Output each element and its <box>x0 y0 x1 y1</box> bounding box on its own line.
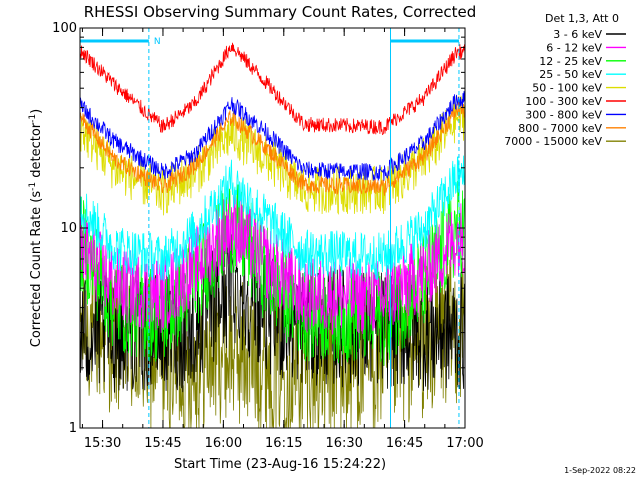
footer-date: 1-Sep-2022 08:22 <box>564 466 636 475</box>
y-axis-label-mid: detector <box>29 122 44 182</box>
legend-label-12-25-kev: 12 - 25 keV <box>539 55 602 68</box>
series-trace-6-12-kev <box>79 192 466 336</box>
x-tick-label: 15:45 <box>144 436 181 451</box>
series-trace-800-7000-kev <box>79 100 466 196</box>
x-tick-label: 17:00 <box>446 436 483 451</box>
y-axis-label: Corrected Count Rate (s-1 detector-1) <box>28 109 44 347</box>
x-tick-label: 16:30 <box>325 436 362 451</box>
legend-header: Det 1,3, Att 0 <box>545 12 619 25</box>
legend-label-100-300-kev: 100 - 300 keV <box>525 95 602 108</box>
chart-title: RHESSI Observing Summary Count Rates, Co… <box>84 3 477 21</box>
legend-label-3-6-kev: 3 - 6 keV <box>553 28 602 41</box>
x-tick-label: 16:45 <box>386 436 423 451</box>
legend-label-800-7000-kev: 800 - 7000 keV <box>518 122 602 135</box>
series-traces <box>79 42 466 429</box>
y-axis-label-main: Corrected Count Rate (s <box>29 191 44 348</box>
x-tick-label: 16:00 <box>205 436 242 451</box>
y-axis-label-end: ) <box>29 109 44 114</box>
y-tick-label: 10 <box>60 221 77 236</box>
y-axis-label-sup1: -1 <box>28 182 38 191</box>
y-tick-label: 1 <box>69 421 77 436</box>
y-tick-label: 100 <box>52 21 77 36</box>
legend-label-50-100-kev: 50 - 100 keV <box>532 82 602 95</box>
legend-label-25-50-kev: 25 - 50 keV <box>539 68 602 81</box>
series-trace-25-50-kev <box>79 155 466 282</box>
series-trace-100-300-kev <box>79 42 466 136</box>
saa-label: N <box>154 37 161 47</box>
legend-label-300-800-kev: 300 - 800 keV <box>525 108 602 121</box>
series-trace-300-800-kev <box>79 91 466 181</box>
y-axis-label-sup2: -1 <box>28 114 38 123</box>
legend-label-6-12-kev: 6 - 12 keV <box>546 41 602 54</box>
x-axis-label: Start Time (23-Aug-16 15:24:22) <box>174 457 386 472</box>
x-tick-label: 15:30 <box>84 436 121 451</box>
legend-label-7000-15000-kev: 7000 - 15000 keV <box>504 135 602 148</box>
x-axis: 15:30 15:45 16:00 16:15 16:30 16:45 17:00 <box>81 28 484 451</box>
y-axis: 1 10 100 <box>52 21 465 436</box>
x-tick-label: 16:15 <box>265 436 302 451</box>
